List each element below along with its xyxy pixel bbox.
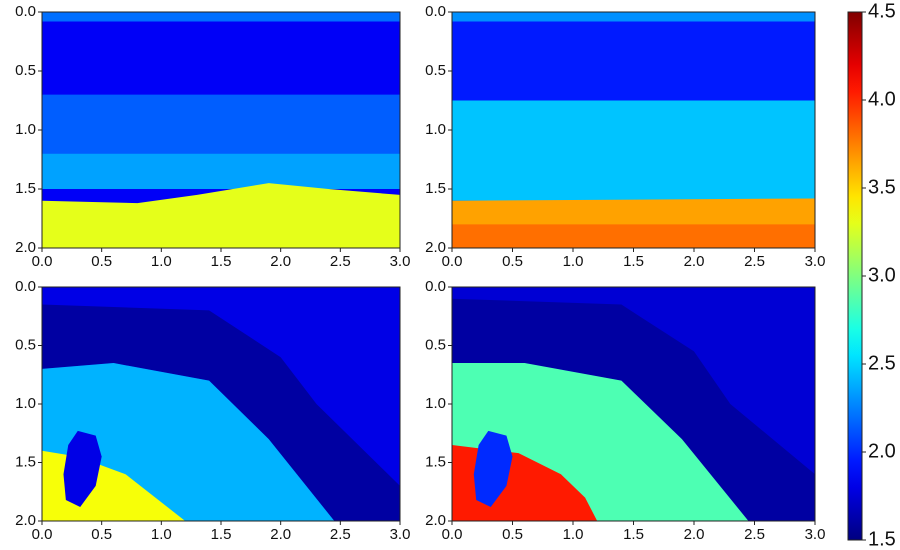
heatmap-region [42,183,400,248]
x-tick-label: 0.0 [32,526,53,543]
heatmap-region [63,430,102,507]
y-tick-label: 0.0 [425,278,446,295]
x-tick-label: 3.0 [805,253,826,270]
x-tick-label: 2.5 [744,253,765,270]
x-tick-label: 0.5 [502,526,523,543]
y-tick-label: 0.5 [425,336,446,353]
y-tick-label: 2.0 [15,512,36,529]
y-tick-label: 0.0 [15,3,36,20]
x-tick-label: 0.5 [91,526,112,543]
heatmap-region [42,153,400,189]
y-tick-label: 2.0 [425,239,446,256]
y-tick-label: 0.0 [425,3,446,20]
x-tick-label: 1.0 [563,526,584,543]
heatmap [42,12,400,248]
colorbar-tick-label: 1.5 [868,528,896,550]
x-tick-label: 2.5 [744,526,765,543]
colorbar-tick-label: 3.0 [868,264,896,286]
x-tick-label: 2.0 [684,253,705,270]
heatmap [452,12,815,248]
x-tick-label: 2.0 [270,253,291,270]
x-tick-label: 1.5 [211,253,232,270]
x-tick-label: 2.0 [270,526,291,543]
heatmap [42,287,400,521]
heatmap-region [452,12,815,22]
y-tick-label: 1.5 [15,180,36,197]
y-tick-label: 1.5 [425,180,446,197]
y-tick-label: 0.5 [15,336,36,353]
heatmap-region [42,94,400,154]
colorbar-tick-label: 2.0 [868,440,896,462]
colorbar-tick-label: 4.5 [868,0,896,22]
heatmap-region [42,12,400,22]
colorbar-tick-label: 4.0 [868,88,896,110]
colorbar [847,11,863,541]
y-tick-label: 1.5 [15,453,36,470]
y-tick-label: 0.0 [15,278,36,295]
x-tick-label: 3.0 [390,526,411,543]
y-tick-label: 2.0 [425,512,446,529]
y-tick-label: 0.5 [425,62,446,79]
x-tick-label: 3.0 [390,253,411,270]
x-tick-label: 2.5 [330,253,351,270]
x-tick-label: 1.5 [623,253,644,270]
x-tick-label: 1.0 [151,253,172,270]
x-tick-label: 0.0 [442,526,463,543]
y-tick-label: 1.0 [425,121,446,138]
x-tick-label: 2.0 [684,526,705,543]
heatmap [452,287,815,521]
x-tick-label: 1.5 [211,526,232,543]
heatmap-region [452,224,815,248]
y-tick-label: 0.5 [15,62,36,79]
x-tick-label: 0.0 [32,253,53,270]
heatmap-region [42,304,400,521]
y-tick-label: 1.0 [15,395,36,412]
x-tick-label: 0.5 [91,253,112,270]
y-tick-label: 1.0 [425,395,446,412]
x-tick-label: 0.0 [442,253,463,270]
y-tick-label: 2.0 [15,239,36,256]
x-tick-label: 1.5 [623,526,644,543]
heatmap-region [473,430,513,507]
colorbar-tick-label: 3.5 [868,176,896,198]
y-tick-label: 1.5 [425,453,446,470]
heatmap-region [452,100,815,201]
colorbar-tick-label: 2.5 [868,352,896,374]
x-tick-label: 1.0 [563,253,584,270]
heatmap-region [452,298,815,521]
y-tick-label: 1.0 [15,121,36,138]
x-tick-label: 1.0 [151,526,172,543]
x-tick-label: 0.5 [502,253,523,270]
x-tick-label: 2.5 [330,526,351,543]
x-tick-label: 3.0 [805,526,826,543]
